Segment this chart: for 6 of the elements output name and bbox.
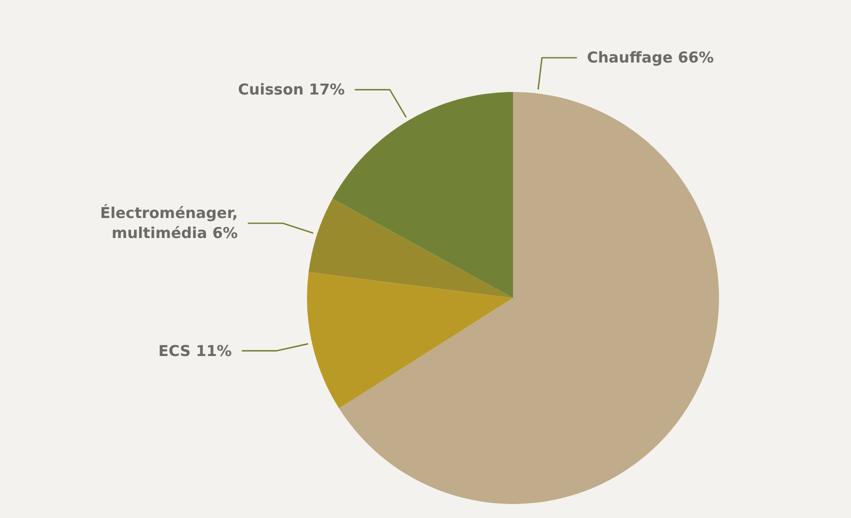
slice-label: Cuisson 17% [238, 80, 345, 99]
slice-label: ECS 11% [158, 342, 232, 360]
pie-slice [307, 272, 513, 408]
slice-label: Chauffage 66% [586, 48, 714, 67]
pie-slice [308, 198, 513, 298]
slice-label: Électroménager, multimédia 6% [100, 204, 238, 242]
